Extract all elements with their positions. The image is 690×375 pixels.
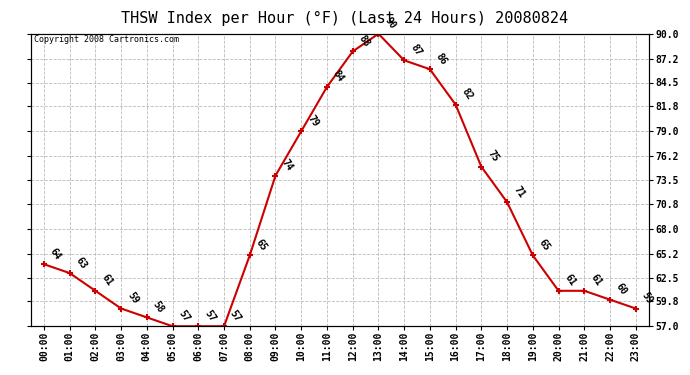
Text: 75: 75 bbox=[486, 148, 500, 164]
Text: 87: 87 bbox=[408, 42, 423, 58]
Text: 79: 79 bbox=[306, 113, 320, 129]
Text: 64: 64 bbox=[48, 246, 63, 261]
Text: 65: 65 bbox=[254, 237, 269, 253]
Text: 58: 58 bbox=[151, 299, 166, 315]
Text: 82: 82 bbox=[460, 87, 475, 102]
Text: 86: 86 bbox=[434, 51, 449, 66]
Text: THSW Index per Hour (°F) (Last 24 Hours) 20080824: THSW Index per Hour (°F) (Last 24 Hours)… bbox=[121, 11, 569, 26]
Text: 88: 88 bbox=[357, 33, 372, 49]
Text: 61: 61 bbox=[589, 273, 603, 288]
Text: 71: 71 bbox=[511, 184, 526, 200]
Text: 61: 61 bbox=[99, 273, 115, 288]
Text: 57: 57 bbox=[177, 308, 192, 324]
Text: 59: 59 bbox=[126, 290, 140, 306]
Text: 74: 74 bbox=[279, 158, 295, 173]
Text: 84: 84 bbox=[331, 69, 346, 84]
Text: 57: 57 bbox=[202, 308, 217, 324]
Text: 59: 59 bbox=[640, 290, 655, 306]
Text: 57: 57 bbox=[228, 308, 243, 324]
Text: 90: 90 bbox=[382, 16, 397, 31]
Text: 65: 65 bbox=[537, 237, 552, 253]
Text: 63: 63 bbox=[74, 255, 89, 270]
Text: 60: 60 bbox=[614, 282, 629, 297]
Text: 61: 61 bbox=[563, 273, 578, 288]
Text: Copyright 2008 Cartronics.com: Copyright 2008 Cartronics.com bbox=[34, 35, 179, 44]
